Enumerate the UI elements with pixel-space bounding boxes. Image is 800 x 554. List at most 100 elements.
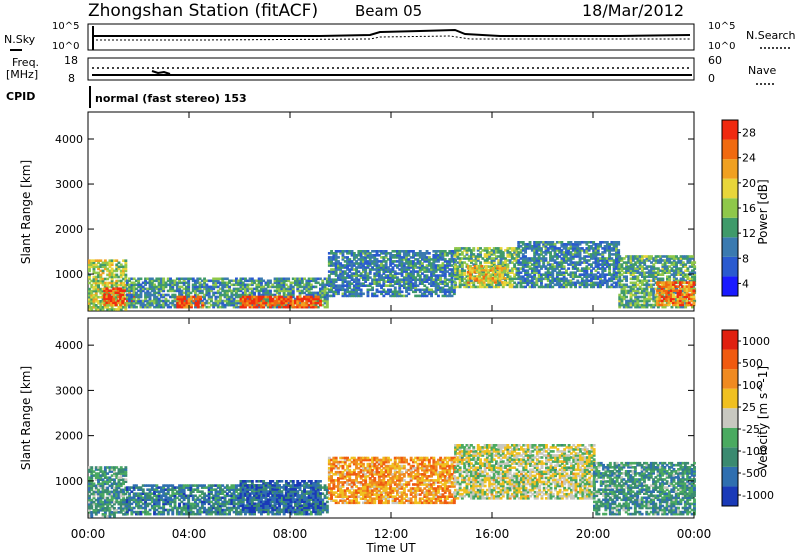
- heatmap-cell: [183, 305, 187, 309]
- heatmap-cell: [562, 247, 566, 250]
- heatmap-cell: [348, 292, 352, 296]
- heatmap-cell: [106, 285, 110, 289]
- heatmap-cell: [124, 500, 128, 504]
- heatmap-cell: [631, 269, 635, 272]
- heatmap-cell: [544, 285, 548, 289]
- heatmap-cell: [389, 282, 393, 285]
- heatmap-cell: [488, 253, 492, 256]
- heatmap-cell: [692, 297, 696, 301]
- heatmap-cell: [92, 509, 96, 512]
- heatmap-cell: [517, 269, 521, 272]
- heatmap-cell: [115, 275, 119, 279]
- heatmap-cell: [150, 289, 154, 293]
- heatmap-cell: [122, 480, 125, 483]
- heatmap-cell: [528, 257, 532, 260]
- heatmap-cell: [130, 305, 134, 309]
- heatmap-cell: [396, 256, 399, 259]
- heatmap-cell: [409, 270, 413, 273]
- heatmap-cell: [132, 289, 136, 293]
- heatmap-cell: [558, 265, 562, 268]
- heatmap-cell: [504, 263, 507, 266]
- heatmap-cell: [352, 252, 356, 255]
- heatmap-cell: [430, 274, 433, 277]
- heatmap-cell: [115, 300, 119, 303]
- heatmap-cell: [139, 283, 143, 287]
- heatmap-cell: [495, 247, 498, 250]
- heatmap-cell: [585, 265, 589, 268]
- heatmap-cell: [587, 267, 591, 270]
- heatmap-cell: [92, 496, 96, 500]
- heatmap-cell: [280, 297, 284, 301]
- heatmap-cell: [175, 281, 179, 285]
- heatmap-cell: [323, 305, 327, 309]
- heatmap-cell: [537, 243, 541, 246]
- heatmap-cell: [334, 250, 338, 253]
- heatmap-cell: [546, 271, 550, 274]
- heatmap-cell: [498, 279, 502, 282]
- heatmap-cell: [92, 502, 96, 506]
- heatmap-cell: [162, 303, 166, 307]
- heatmap-cell: [416, 294, 420, 298]
- heatmap-cell: [275, 283, 279, 287]
- heatmap-cell: [625, 269, 628, 272]
- heatmap-cell: [490, 253, 494, 256]
- heatmap-cell: [596, 251, 600, 254]
- heatmap-cell: [219, 291, 222, 295]
- heatmap-cell: [480, 266, 484, 270]
- heatmap-cell: [634, 291, 638, 295]
- heatmap-cell: [631, 283, 635, 287]
- heatmap-cell: [106, 480, 110, 483]
- heatmap-cell: [262, 287, 266, 291]
- heatmap-cell: [513, 277, 517, 281]
- heatmap-cell: [150, 293, 154, 297]
- heatmap-cell: [300, 279, 304, 283]
- heatmap-cell: [513, 247, 517, 250]
- heatmap-cell: [631, 255, 635, 258]
- heatmap-cell: [106, 498, 110, 502]
- heatmap-cell: [478, 279, 481, 282]
- heatmap-cell: [187, 283, 191, 287]
- heatmap-cell: [631, 299, 635, 303]
- heatmap-cell: [128, 303, 131, 307]
- heatmap-cell: [691, 287, 694, 291]
- heatmap-cell: [108, 466, 112, 469]
- heatmap-cell: [321, 279, 325, 283]
- heatmap-cell: [676, 303, 680, 307]
- heatmap-cell: [672, 263, 676, 266]
- heatmap-cell: [346, 280, 349, 283]
- heatmap-cell: [103, 513, 107, 516]
- heatmap-cell: [108, 269, 112, 273]
- heatmap-cell: [465, 253, 469, 256]
- heatmap-cell: [391, 270, 395, 273]
- heatmap-cell: [132, 305, 136, 309]
- heatmap-cell: [114, 303, 118, 307]
- heatmap-cell: [391, 276, 395, 279]
- heatmap-cell: [112, 289, 116, 292]
- heatmap-cell: [414, 264, 418, 267]
- heatmap-cell: [296, 305, 300, 309]
- heatmap-cell: [546, 241, 550, 244]
- heatmap-cell: [517, 247, 521, 250]
- heatmap-cell: [643, 283, 647, 287]
- beam-label: Beam 05: [355, 2, 422, 20]
- heatmap-cell: [456, 265, 460, 268]
- heatmap-cell: [553, 253, 557, 256]
- heatmap-cell: [437, 276, 440, 279]
- heatmap-cell: [262, 279, 266, 283]
- heatmap-cell: [343, 278, 347, 281]
- heatmap-cell: [334, 272, 338, 275]
- heatmap-cell: [296, 281, 300, 285]
- heatmap-cell: [665, 299, 669, 303]
- heatmap-cell: [510, 279, 514, 283]
- heatmap-cell: [645, 303, 649, 307]
- heatmap-cell: [97, 498, 100, 502]
- heatmap-cell: [132, 299, 136, 303]
- heatmap-cell: [393, 254, 397, 257]
- heatmap-cell: [110, 269, 114, 273]
- heatmap-cell: [402, 276, 406, 279]
- heatmap-cell: [291, 301, 295, 305]
- heatmap-cell: [585, 261, 589, 264]
- heatmap-cell: [465, 285, 469, 289]
- heatmap-cell: [391, 278, 395, 281]
- heatmap-cell: [282, 291, 286, 295]
